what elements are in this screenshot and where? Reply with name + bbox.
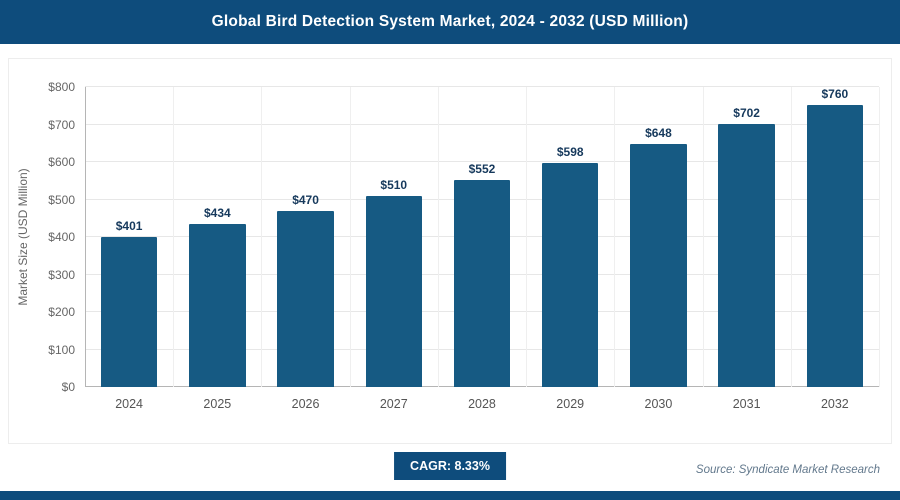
- bar-value-label: $760: [821, 87, 849, 101]
- bar-column: $648: [614, 87, 702, 387]
- bar: [189, 224, 246, 387]
- vertical-gridline: [879, 87, 880, 387]
- bar-column: $760: [791, 87, 879, 387]
- y-tick-label: $800: [48, 80, 75, 94]
- vertical-gridline: [437, 87, 439, 387]
- horizontal-gridline: [85, 161, 879, 162]
- bar: [277, 210, 334, 387]
- y-tick-label: $100: [48, 342, 75, 357]
- x-axis-ticks: 2024 2025 2026 2027 2028 2029 2030 2031 2032: [85, 397, 879, 417]
- bar-value-label: $510: [380, 177, 408, 192]
- bar: [100, 236, 158, 387]
- vertical-gridline: [173, 87, 175, 387]
- x-tick-label: 2024: [115, 397, 144, 411]
- plot-area: $401 $434 $470 $510 $552 $598 $648 $702 $760: [85, 86, 880, 387]
- bar-column: $434: [173, 87, 261, 387]
- bar: [541, 162, 599, 387]
- chart-area: Market Size (USD Million) $0 $100 $200 $300…: [8, 58, 892, 444]
- bar: [806, 105, 864, 387]
- horizontal-gridline: [85, 123, 879, 125]
- vertical-gridline: [349, 87, 351, 387]
- bar-column: $510: [350, 87, 438, 387]
- y-tick-label: $700: [48, 117, 75, 132]
- bar-value-label: $470: [292, 192, 319, 207]
- vertical-gridline: [702, 87, 704, 387]
- vertical-gridline: [261, 87, 263, 387]
- cagr-badge: CAGR: 8.33%: [394, 452, 506, 480]
- x-tick-label: 2025: [203, 397, 232, 411]
- bar: [718, 123, 775, 387]
- bar-value-label: $598: [556, 144, 584, 159]
- bar-column: $552: [438, 87, 526, 387]
- bottom-accent-bar: [0, 491, 900, 500]
- bar-value-label: $401: [115, 218, 143, 233]
- y-tick-label: $200: [48, 305, 75, 319]
- y-axis-line: [85, 87, 86, 387]
- bar-column: $401: [85, 87, 173, 387]
- bar-value-label: $648: [645, 126, 672, 140]
- chart-title: Global Bird Detection System Market, 202…: [211, 13, 689, 30]
- horizontal-gridline: [85, 86, 879, 87]
- y-axis-title: Market Size (USD Million): [16, 168, 30, 306]
- bar: [365, 195, 422, 387]
- y-tick-label: $500: [48, 192, 75, 207]
- bar-column: $702: [703, 87, 791, 387]
- x-tick-label: 2030: [644, 397, 673, 411]
- x-tick-label: 2029: [556, 397, 585, 411]
- bar-value-label: $702: [733, 105, 760, 120]
- bar-column: $598: [526, 87, 614, 387]
- x-tick-label: 2031: [732, 397, 761, 411]
- chart-header: Global Bird Detection System Market, 202…: [0, 0, 900, 44]
- y-axis-ticks: $0 $100 $200 $300 $400 $500 $600 $700 $800: [37, 80, 81, 394]
- bar-value-label: $552: [468, 162, 496, 176]
- x-tick-label: 2032: [820, 397, 849, 411]
- y-tick-label: $300: [48, 267, 75, 282]
- vertical-gridline: [790, 87, 792, 387]
- vertical-gridline: [526, 87, 528, 387]
- x-tick-label: 2028: [468, 397, 496, 411]
- y-tick-label: $600: [48, 155, 75, 169]
- x-tick-label: 2026: [291, 397, 320, 411]
- bar-column: $470: [261, 87, 349, 387]
- source-text: Source: Syndicate Market Research: [695, 464, 880, 476]
- y-tick-label: $0: [61, 380, 75, 394]
- x-tick-label: 2027: [379, 397, 408, 411]
- bar: [453, 180, 511, 387]
- vertical-gridline: [614, 87, 616, 387]
- bar-value-label: $434: [203, 206, 231, 221]
- bar-series: $401 $434 $470 $510 $552 $598 $648 $702 $760: [85, 87, 879, 387]
- y-tick-label: $400: [48, 230, 75, 244]
- bar: [630, 144, 687, 387]
